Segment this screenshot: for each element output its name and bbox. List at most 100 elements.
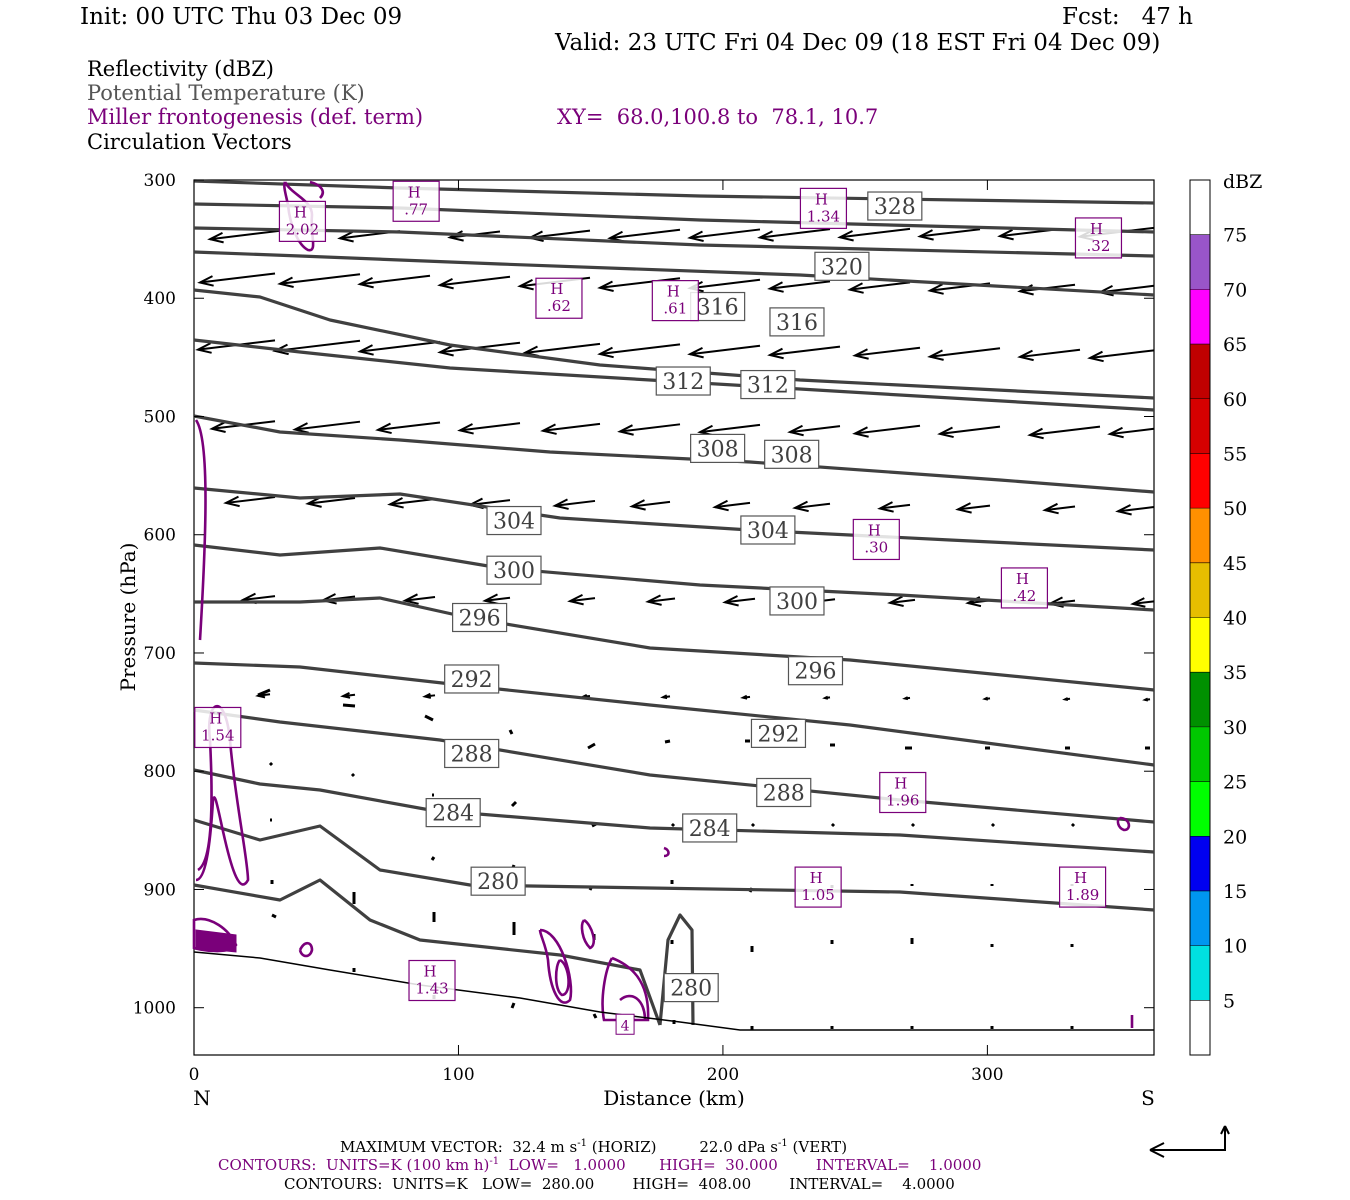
colorbar-label: 5: [1223, 990, 1235, 1012]
frontogenesis-max-box: [408, 959, 456, 1002]
theta-label-box: [764, 439, 820, 469]
theta-label-box: [470, 866, 526, 896]
colorbar-title: dBZ: [1223, 171, 1262, 193]
theta-contour-labels: 328 320 316 316 312 312 308 308 304 304 300 300 296 2…: [425, 191, 923, 1003]
forecast-hour: Fcst: 47 h: [1062, 4, 1193, 30]
colorbar-label: 50: [1223, 498, 1247, 520]
frontogenesis-contour: [554, 958, 570, 997]
circulation-vector-head: [272, 343, 289, 356]
colorbar-label: 15: [1223, 881, 1247, 903]
frontogenesis-max-box: [535, 277, 583, 319]
circulation-vector-head: [437, 277, 454, 290]
circulation-vector-head: [660, 694, 668, 700]
colorbar-segment: [1190, 453, 1210, 509]
colorbar-label: 35: [1223, 662, 1247, 684]
cross-section-endpoints: XY= 68.0,100.8 to 78.1, 10.7: [557, 105, 879, 129]
circulation-vector: [789, 425, 841, 434]
theta-label: 296: [459, 607, 501, 632]
theta-label: 284: [432, 802, 474, 827]
theta-contour: [193, 179, 1155, 205]
circulation-vector: [599, 277, 681, 289]
frontogenesis-max-value: .61: [663, 300, 687, 318]
circulation-vector-head: [822, 695, 829, 700]
circulation-vector: [839, 227, 911, 239]
circulation-vector: [1109, 427, 1155, 436]
frontogenesis-max-value: .62: [547, 297, 571, 315]
frontogenesis-max-box: [1058, 866, 1107, 908]
theta-label-box: [486, 555, 542, 585]
theta-contour: [193, 486, 1155, 552]
frontogenesis-max-value: 1.96: [886, 792, 919, 810]
circulation-vector-head: [552, 498, 569, 510]
y-tick-label: 900: [144, 880, 176, 900]
circulation-vector-small: [990, 822, 996, 828]
circulation-vector-small: [510, 800, 518, 808]
frontogenesis-contour: [538, 928, 573, 1004]
colorbar-segment: [1190, 836, 1210, 891]
circulation-vector-head: [387, 497, 404, 509]
colorbar-segment: [1190, 617, 1210, 673]
theta-label: 292: [451, 668, 493, 693]
circulation-vector-head: [997, 228, 1014, 241]
miller-contour-info: CONTOURS: UNITS=K (100 km h)-1 LOW= 1.00…: [218, 1156, 982, 1174]
theta-label-box: [740, 369, 796, 400]
circulation-vector: [389, 497, 436, 506]
colorbar-label: 60: [1223, 389, 1247, 411]
circulation-vector-head: [207, 231, 224, 244]
legend-miller-frontogenesis: Miller frontogenesis (def. term): [87, 105, 424, 129]
circulation-vector: [542, 422, 601, 432]
circulation-vector: [199, 272, 276, 284]
y-tick-label: 600: [144, 526, 176, 546]
circulation-vector-head: [767, 281, 784, 293]
frontogenesis-maxima: H2.02H.77H1.34H.32H.62H.61H.30H.42H1.54H…: [194, 180, 1123, 1035]
circulation-vector: [1132, 600, 1155, 605]
circulation-vector: [1019, 348, 1081, 358]
frontogenesis-contour: [580, 918, 596, 950]
y-tick-label: 800: [144, 762, 176, 782]
theta-label: 304: [493, 510, 535, 535]
frontogenesis-max-value: .32: [1087, 237, 1111, 255]
frontogenesis-max-value: 1.89: [1066, 886, 1099, 904]
circulation-vector-head: [540, 423, 557, 435]
circulation-vector-small: [257, 688, 271, 697]
x-tick-label: 100: [442, 1065, 474, 1085]
theta-label: 304: [747, 519, 789, 544]
circulation-vector: [1117, 506, 1155, 513]
circulation-vector: [225, 496, 276, 504]
frontogenesis-max-letter: H: [423, 963, 436, 981]
theta-label: 288: [451, 742, 493, 767]
circulation-vector: [359, 340, 441, 353]
circulation-vector: [484, 596, 511, 602]
circulation-vector: [854, 424, 921, 435]
x-tick-label: 0: [189, 1065, 200, 1085]
circulation-vector: [242, 595, 276, 601]
y-tick-label: 1000: [133, 999, 176, 1019]
circulation-vector-head: [437, 345, 454, 357]
circulation-vector-head: [357, 344, 374, 356]
colorbar-segment: [1190, 726, 1210, 782]
circulation-vector-small: [424, 714, 434, 722]
frontogenesis-max-letter: H: [1074, 869, 1087, 887]
max-vector-line: MAXIMUM VECTOR: 32.4 m s-1 (HORIZ) 22.0 …: [340, 1138, 848, 1156]
circulation-vector: [619, 423, 681, 433]
circulation-vector: [794, 502, 831, 509]
circulation-vector-head: [792, 500, 809, 513]
frontogenesis-max-box: [799, 187, 848, 229]
circulation-vector-head: [757, 230, 774, 242]
frontogenesis-max-value: 1.43: [415, 980, 448, 998]
circulation-vector-head: [277, 276, 294, 288]
colorbar-label: 45: [1223, 553, 1247, 575]
frontogenesis-max-letter: H: [408, 183, 421, 201]
theta-label-box: [814, 251, 870, 281]
circulation-vector-head: [567, 593, 584, 606]
circulation-vector-head: [767, 347, 784, 360]
frontogenesis-contour: [194, 419, 207, 641]
frontogenesis-max-letter: H: [294, 203, 307, 221]
circulation-vector-head: [887, 595, 904, 608]
theta-label: 316: [776, 311, 818, 336]
frontogenesis-max-letter: H: [667, 283, 680, 301]
circulation-vector: [631, 500, 671, 508]
circulation-vector-head: [422, 692, 432, 699]
circulation-vector-head: [482, 593, 499, 605]
circulation-vector-head: [337, 231, 354, 243]
